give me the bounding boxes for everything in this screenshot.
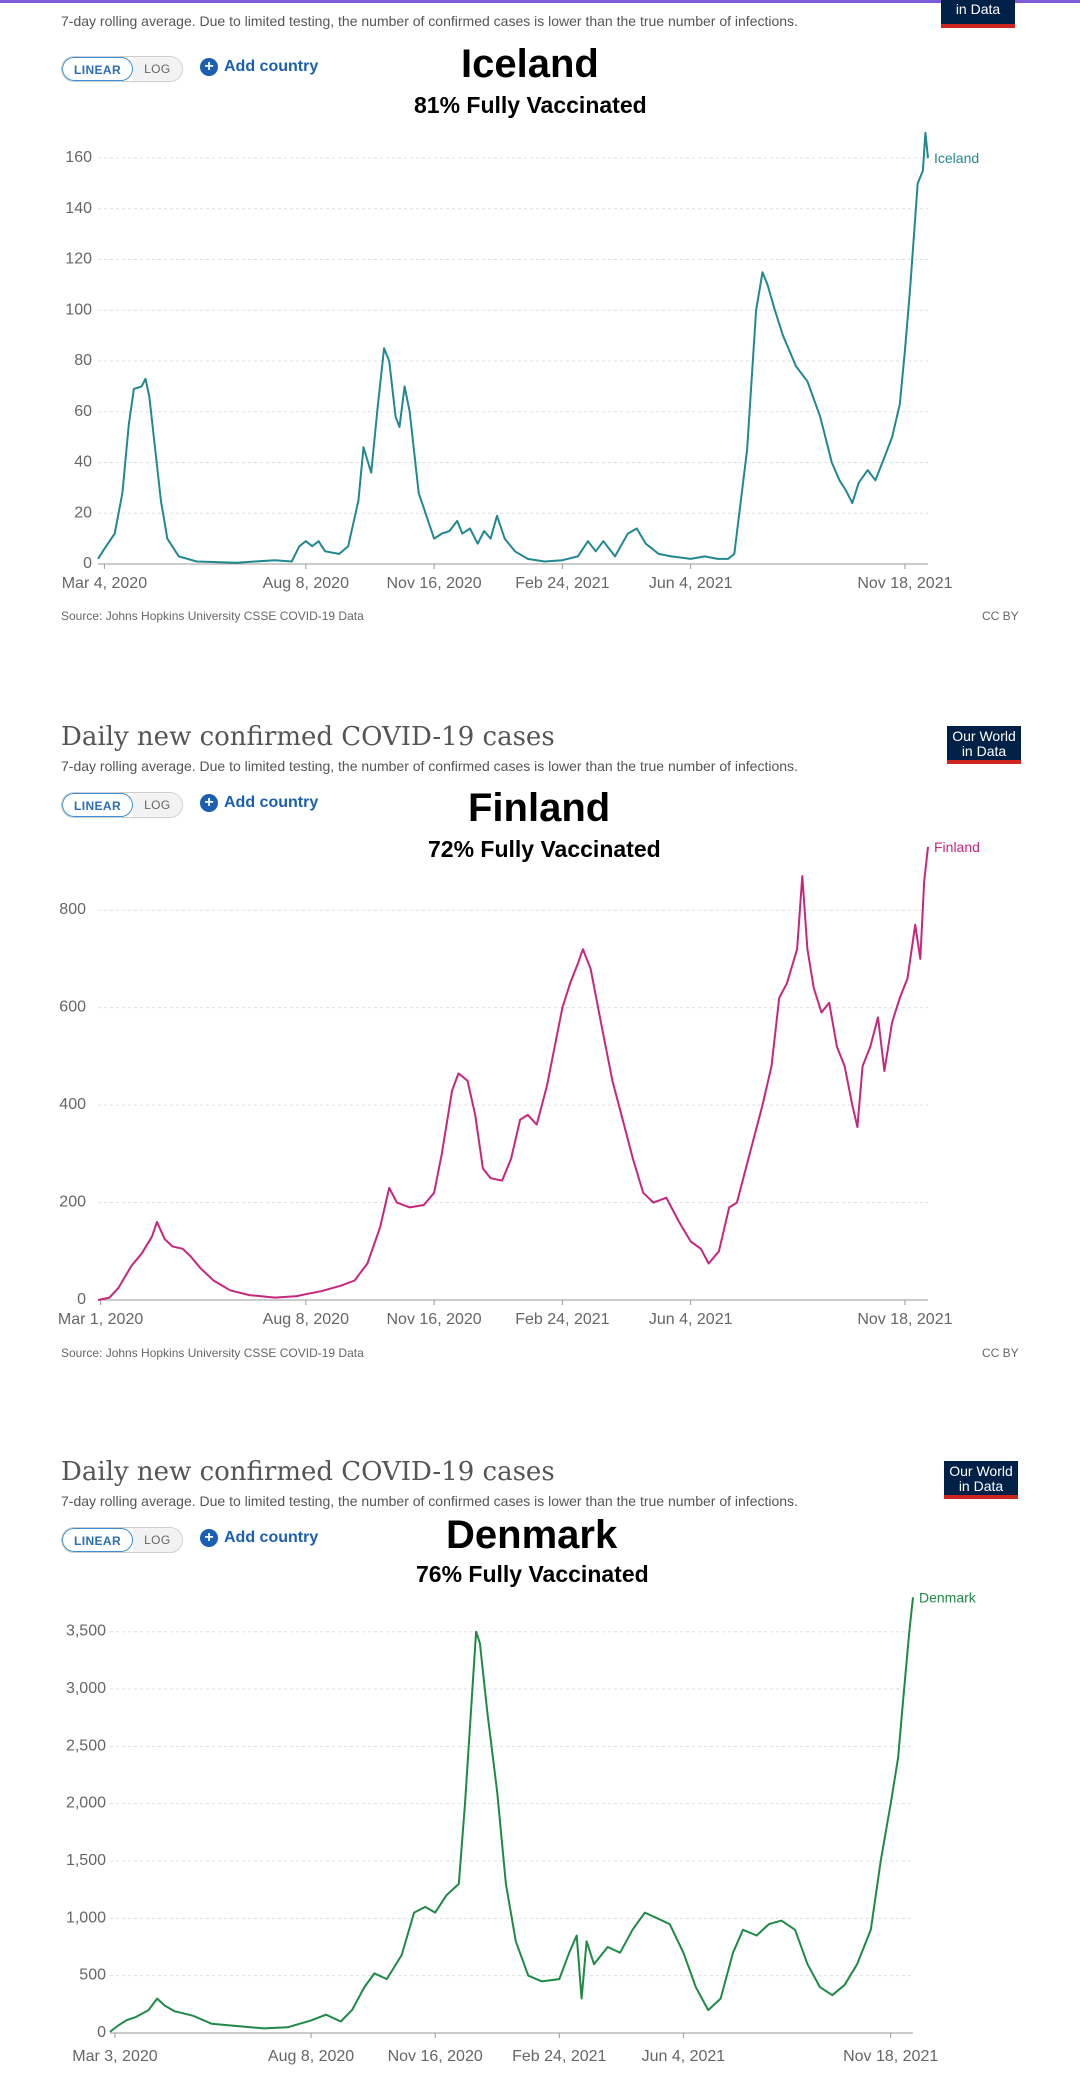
country-title: Iceland [461,42,599,86]
y-tick-label: 0 [77,1291,86,1308]
x-tick-label: Nov 16, 2020 [387,575,482,592]
logo-text-line2: in Data [955,1,1001,17]
y-tick-label: 160 [65,149,92,166]
y-tick-label: 0 [83,555,92,572]
logo-text-line1: Our World [952,728,1016,744]
x-tick-label: Feb 24, 2021 [515,575,609,592]
y-tick-label: 120 [65,251,92,268]
series-line-denmark[interactable] [109,1597,914,2033]
scale-toggle: LINEAR LOG [61,56,183,82]
x-tick-label: Nov 18, 2021 [843,2048,938,2065]
x-tick-label: Aug 8, 2020 [263,1311,349,1328]
y-tick-label: 40 [74,454,92,471]
line-chart-denmark: 0 500 1,000 1,500 2,000 2,500 3,000 3,500 Mar 3,… [66,1589,977,2065]
plus-circle-icon: + [200,794,218,812]
y-tick-label: 3,000 [66,1680,106,1697]
top-accent-bar [0,0,1080,3]
add-country-label: Add country [224,58,319,75]
scale-toggle: LINEAR LOG [61,792,183,818]
y-tick-label: 800 [59,901,86,918]
add-country-label: Add country [224,794,319,811]
x-tick-label: Nov 16, 2020 [387,1311,482,1328]
add-country-button[interactable]: + Add country [200,794,318,812]
x-tick-label: Jun 4, 2021 [649,575,733,592]
series-line-finland[interactable] [97,846,929,1301]
log-scale-button[interactable]: LOG [133,793,182,817]
chart-subtitle: 7-day rolling average. Due to limited te… [61,758,798,774]
log-scale-button[interactable]: LOG [133,57,182,81]
chart-panel-iceland: 7-day rolling average. Due to limited te… [0,0,1080,650]
line-chart-iceland: 0 20 40 60 80 100 120 140 160 Mar 4, 2020 Aug 8, 2… [62,131,979,592]
x-tick-label: Mar 1, 2020 [58,1311,143,1328]
source-note: Source: Johns Hopkins University CSSE CO… [61,1346,364,1360]
owid-logo[interactable]: Our World in Data [947,726,1021,764]
chart-title: Daily new confirmed COVID-19 cases [61,722,555,752]
chart-subtitle: 7-day rolling average. Due to limited te… [61,1493,798,1509]
country-title: Denmark [446,1513,618,1557]
x-tick-label: Nov 16, 2020 [388,2048,483,2065]
y-tick-label: 80 [74,352,92,369]
x-tick-label: Mar 4, 2020 [62,575,147,592]
x-tick-label: Mar 3, 2020 [72,2048,157,2065]
line-chart-finland: 0 200 400 600 800 Mar 1, 2020 Aug 8, 2020 Nov 1… [58,839,980,1328]
y-tick-label: 140 [65,200,92,217]
x-tick-label: Jun 4, 2021 [649,1311,733,1328]
logo-text-line1: Our World [949,1463,1013,1479]
chart-panel-denmark: Daily new confirmed COVID-19 cases 7-day… [0,1445,1080,2079]
linear-scale-button[interactable]: LINEAR [62,1528,134,1552]
x-tick-label: Feb 24, 2021 [512,2048,606,2065]
series-line-iceland[interactable] [97,131,929,564]
vaccination-rate: 76% Fully Vaccinated [416,1561,649,1587]
owid-logo[interactable]: Our World in Data [944,1461,1018,1499]
owid-logo[interactable]: in Data [941,0,1015,28]
logo-text-line2: in Data [961,743,1007,759]
chart-subtitle: 7-day rolling average. Due to limited te… [61,13,798,29]
series-end-label[interactable]: Iceland [934,150,979,166]
x-tick-label: Nov 18, 2021 [857,575,952,592]
y-tick-label: 600 [59,999,86,1016]
y-tick-label: 60 [74,403,92,420]
y-tick-label: 500 [79,1967,106,1984]
add-country-label: Add country [224,1529,319,1546]
log-scale-button[interactable]: LOG [133,1528,182,1552]
series-end-label[interactable]: Finland [934,839,980,855]
y-tick-label: 2,500 [66,1737,106,1754]
add-country-button[interactable]: + Add country [200,58,318,76]
source-note: Source: Johns Hopkins University CSSE CO… [61,609,364,623]
y-tick-label: 0 [97,2024,106,2041]
x-tick-label: Feb 24, 2021 [515,1311,609,1328]
country-title: Finland [468,786,611,830]
y-tick-label: 200 [59,1194,86,1211]
vaccination-rate: 72% Fully Vaccinated [428,836,661,862]
x-tick-label: Nov 18, 2021 [857,1311,952,1328]
license-label[interactable]: CC BY [982,1346,1019,1360]
y-tick-label: 2,000 [66,1795,106,1812]
chart-title: Daily new confirmed COVID-19 cases [61,1457,555,1487]
y-tick-label: 100 [65,301,92,318]
scale-toggle: LINEAR LOG [61,1527,183,1553]
y-tick-label: 1,500 [66,1852,106,1869]
plus-circle-icon: + [200,1529,218,1547]
y-tick-label: 400 [59,1096,86,1113]
vaccination-rate: 81% Fully Vaccinated [414,92,647,118]
linear-scale-button[interactable]: LINEAR [62,793,134,817]
x-tick-label: Jun 4, 2021 [642,2048,726,2065]
y-tick-label: 1,000 [66,1909,106,1926]
y-tick-label: 3,500 [66,1623,106,1640]
y-tick-label: 20 [74,504,92,521]
license-label[interactable]: CC BY [982,609,1019,623]
logo-text-line2: in Data [958,1478,1004,1494]
plus-circle-icon: + [200,58,218,76]
x-tick-label: Aug 8, 2020 [268,2048,354,2065]
chart-panel-finland: Daily new confirmed COVID-19 cases 7-day… [0,710,1080,1370]
add-country-button[interactable]: + Add country [200,1529,318,1547]
series-end-label[interactable]: Denmark [919,1589,977,1605]
linear-scale-button[interactable]: LINEAR [62,57,134,81]
x-tick-label: Aug 8, 2020 [263,575,349,592]
